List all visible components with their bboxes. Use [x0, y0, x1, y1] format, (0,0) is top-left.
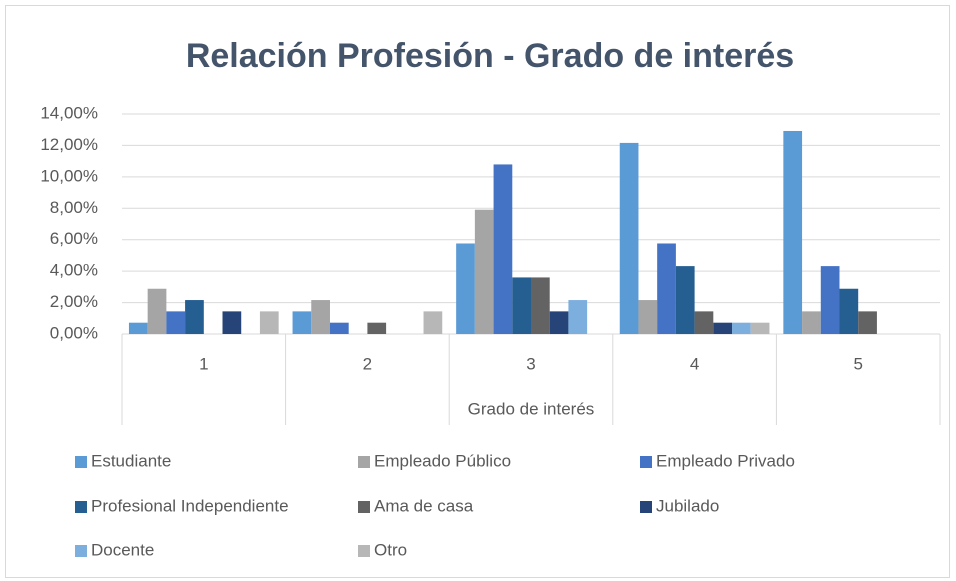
bar	[367, 322, 387, 334]
legend-swatch	[75, 456, 87, 468]
legend-swatch	[358, 456, 370, 468]
legend-label: Ama de casa	[374, 496, 474, 515]
bar	[512, 277, 531, 334]
bar	[657, 243, 676, 334]
legend-swatch	[640, 501, 652, 513]
bar	[311, 300, 330, 334]
y-tick-label: 12,00%	[40, 135, 98, 154]
bar	[820, 266, 840, 334]
bar	[675, 266, 695, 334]
legend-label: Estudiante	[91, 451, 171, 470]
bar	[549, 311, 569, 334]
bar	[128, 322, 148, 334]
bar	[694, 311, 714, 334]
bar	[638, 300, 658, 334]
legend-swatch	[640, 456, 652, 468]
x-tick-label: 4	[690, 354, 699, 373]
y-tick-label: 0,00%	[50, 323, 98, 342]
bar	[292, 311, 312, 334]
legend-swatch	[358, 501, 370, 513]
x-tick-label: 3	[526, 354, 535, 373]
bar	[750, 322, 770, 334]
bar	[493, 164, 513, 334]
bar	[783, 130, 803, 334]
legend-label: Empleado Privado	[656, 451, 795, 470]
y-tick-label: 8,00%	[50, 198, 98, 217]
bar	[166, 311, 186, 334]
bar	[329, 322, 349, 334]
y-tick-label: 6,00%	[50, 229, 98, 248]
bar	[802, 311, 821, 334]
legend-label: Profesional Independiente	[91, 496, 289, 515]
x-tick-label: 2	[363, 354, 372, 373]
x-tick-label: 1	[199, 354, 208, 373]
bar	[839, 288, 859, 334]
bar	[456, 243, 475, 334]
bar	[185, 300, 204, 334]
legend-swatch	[75, 501, 87, 513]
legend-swatch	[358, 545, 370, 557]
y-tick-label: 2,00%	[50, 292, 98, 311]
x-tick-label: 5	[853, 354, 862, 373]
bar	[531, 277, 550, 334]
bar	[474, 209, 494, 334]
y-tick-label: 4,00%	[50, 261, 98, 280]
chart-title: Relación Profesión - Grado de interés	[186, 37, 794, 75]
bar	[147, 288, 167, 334]
bar	[423, 311, 443, 334]
bar	[732, 322, 751, 334]
legend-label: Docente	[91, 540, 154, 559]
legend-label: Jubilado	[656, 496, 719, 515]
bar	[713, 322, 733, 334]
y-tick-label: 14,00%	[40, 103, 98, 122]
legend-swatch	[75, 545, 87, 557]
legend-label: Otro	[374, 540, 407, 559]
bar	[259, 311, 279, 334]
bar	[222, 311, 242, 334]
bar	[568, 300, 588, 334]
x-axis-title: Grado de interés	[468, 399, 595, 418]
bar	[619, 142, 639, 334]
bar	[858, 311, 877, 334]
legend-label: Empleado Público	[374, 451, 511, 470]
y-tick-label: 10,00%	[40, 166, 98, 185]
